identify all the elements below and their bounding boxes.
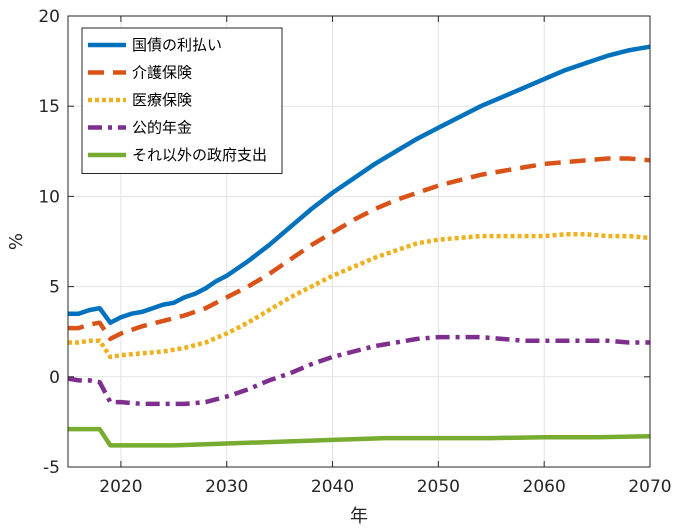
axes-box	[67, 15, 651, 468]
y-tick-label: 0	[49, 368, 60, 388]
y-tick-label: 20	[38, 7, 60, 27]
series-line-1	[68, 44, 651, 325]
y-axis-label: %	[6, 233, 27, 250]
legend-label: 医療保険	[132, 91, 192, 109]
x-tick-label: 2030	[205, 477, 248, 497]
x-tick-label: 2060	[523, 477, 566, 497]
series-line-2	[68, 156, 651, 342]
series-line-5	[68, 426, 651, 448]
x-tick-label: 2020	[99, 477, 142, 497]
legend-box	[81, 27, 283, 174]
x-tick-label: 2050	[417, 477, 460, 497]
y-tick-label: -5	[43, 458, 60, 478]
y-tick-label: 5	[49, 278, 60, 298]
x-axis-label: 年	[350, 506, 368, 527]
series-lines	[67, 44, 651, 448]
legend-label: 国債の利払い	[132, 36, 222, 54]
series-line-4	[67, 334, 650, 407]
legend-label: 公的年金	[132, 119, 192, 137]
x-tick-label: 2070	[628, 477, 671, 497]
x-tick-label: 2040	[311, 477, 354, 497]
legend-label: 介護保険	[132, 64, 192, 82]
legend-label: それ以外の政府支出	[132, 146, 267, 164]
y-tick-label: 10	[38, 187, 60, 207]
y-tick-label: 15	[38, 97, 60, 117]
axis-ticks: 2020 2030 2040 2050 2060 2070 -5 0 5 10 15 20	[38, 7, 671, 497]
